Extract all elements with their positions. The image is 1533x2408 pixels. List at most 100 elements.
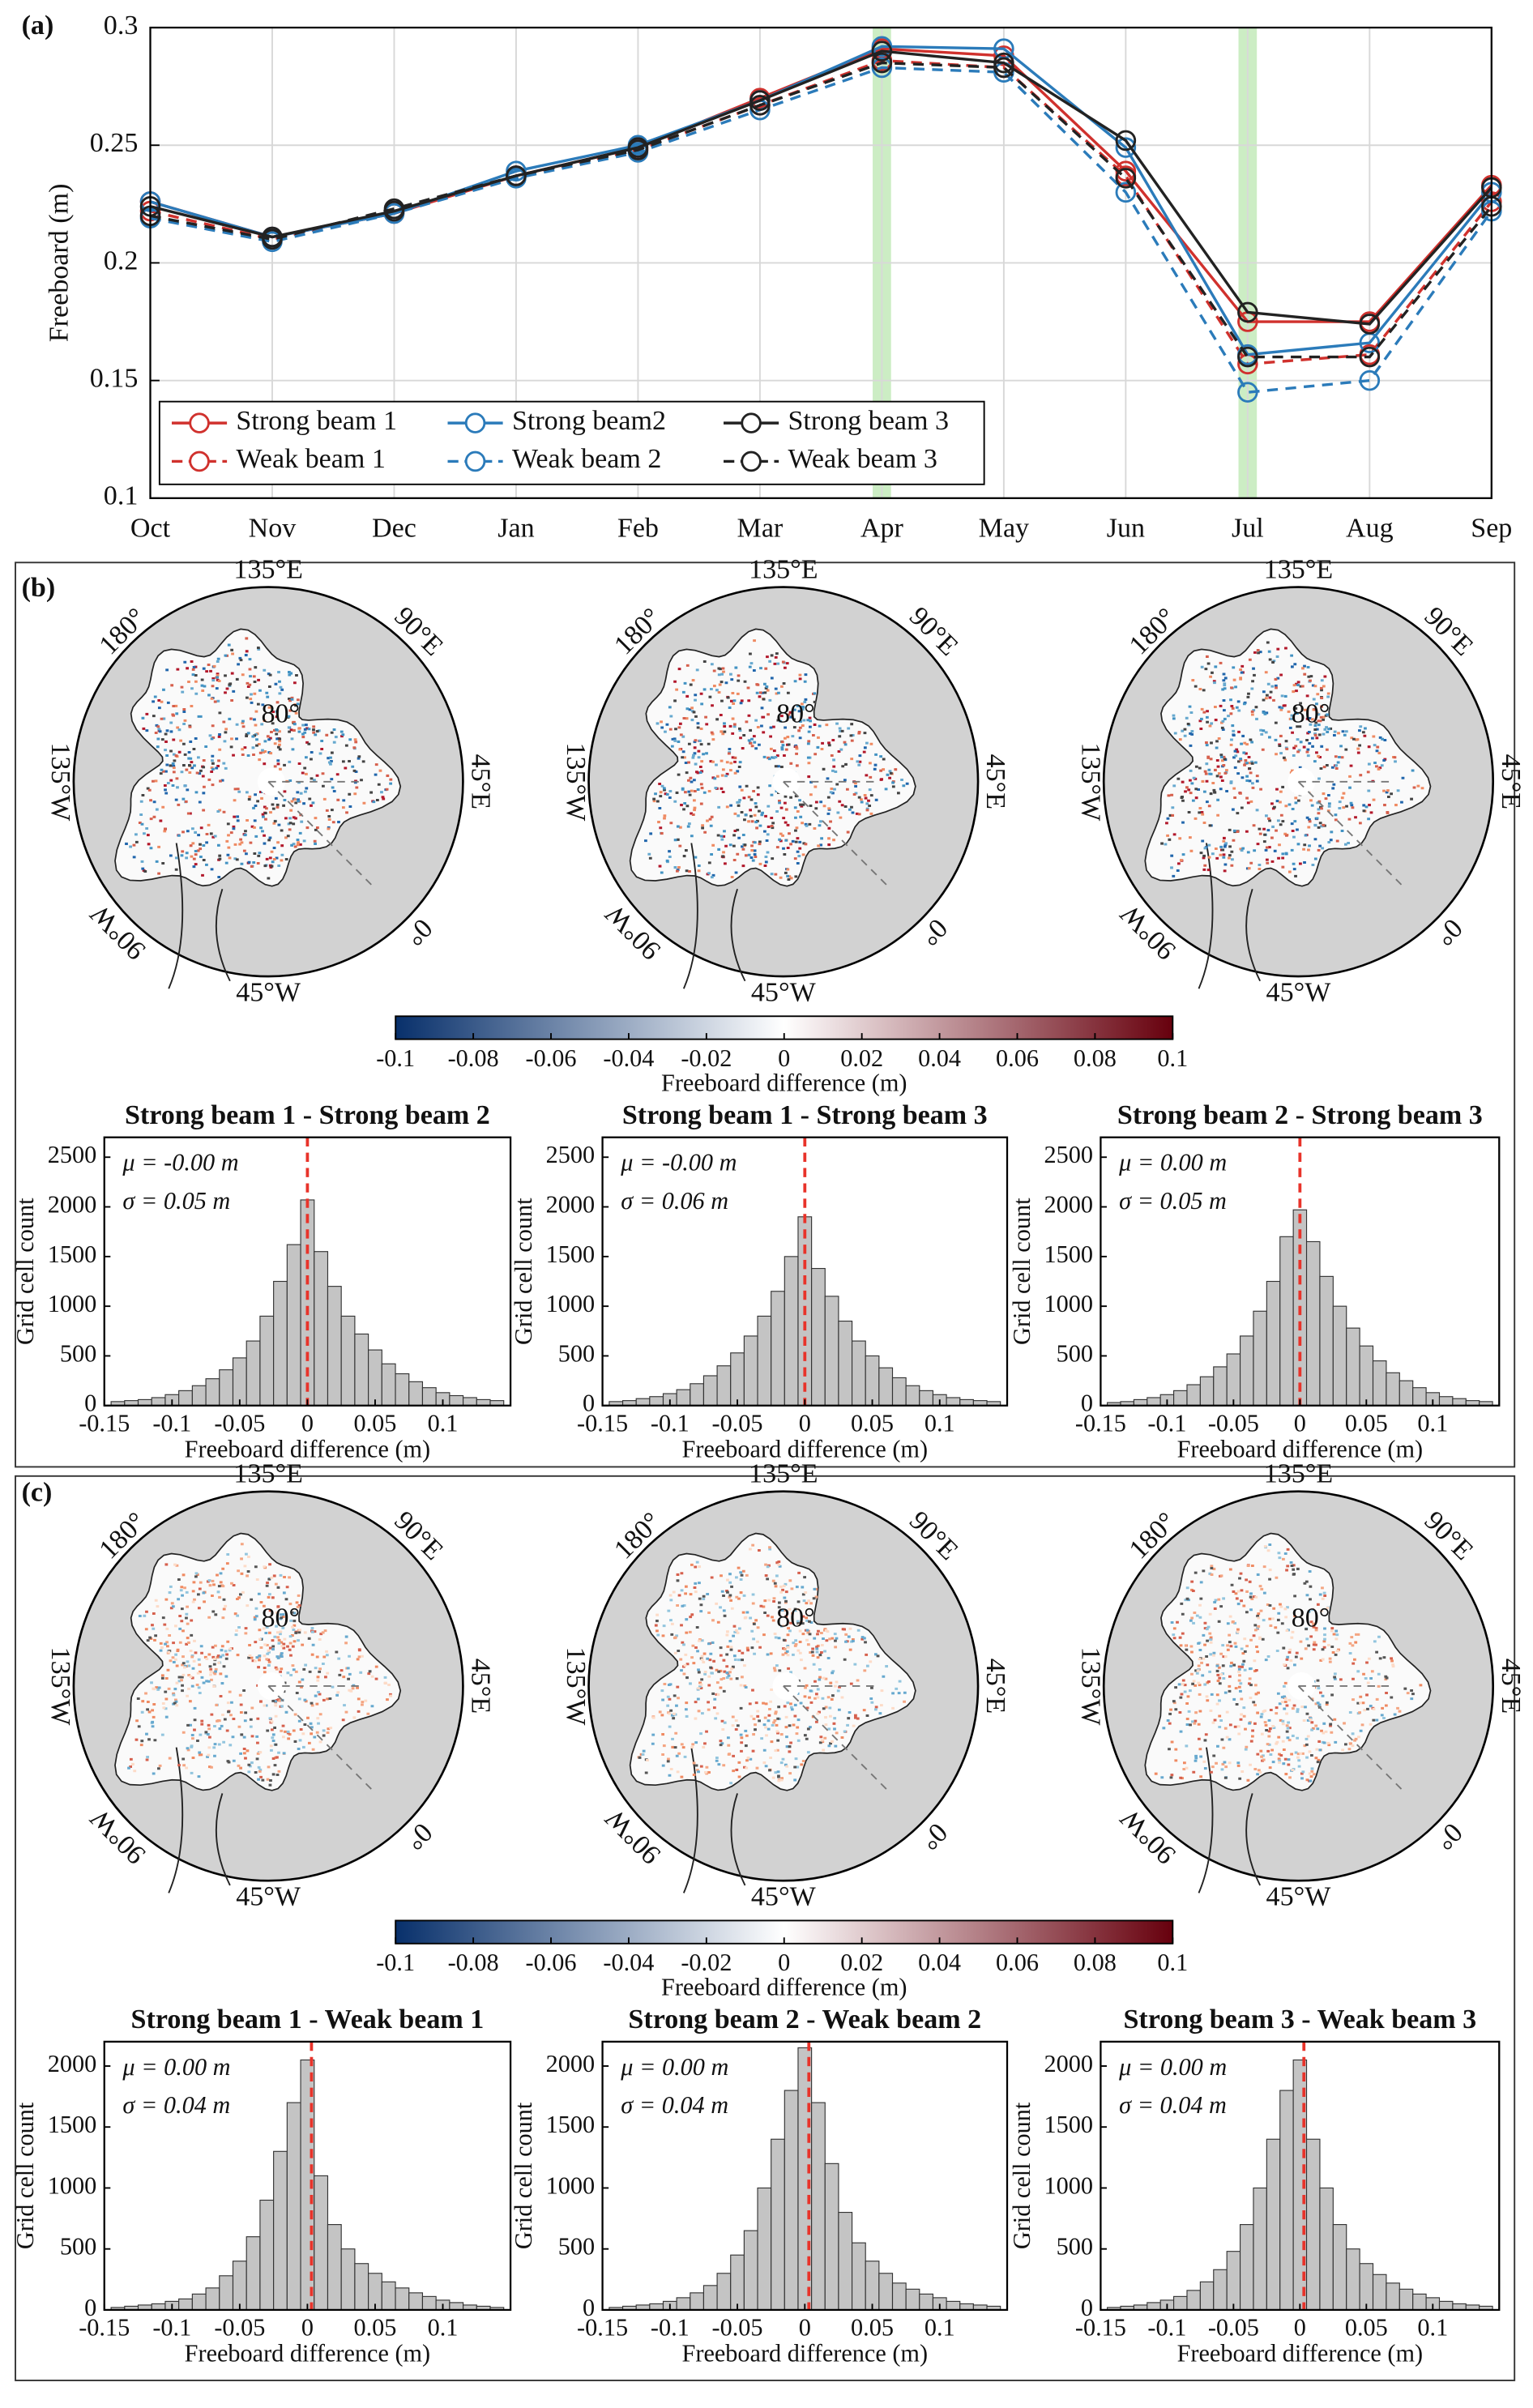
y-axis-label: Grid cell count	[1008, 1198, 1036, 1345]
y-tick-label: 1000	[546, 1290, 596, 1317]
hist-bar	[1239, 1335, 1254, 1407]
hist-bar	[865, 1355, 880, 1407]
annotation: σ = 0.05 m	[122, 1187, 230, 1215]
hist-bar	[851, 2242, 866, 2311]
panel-label: (a)	[22, 11, 54, 41]
hist-bar	[811, 2102, 826, 2311]
hist-bar	[395, 1373, 410, 1407]
colorbar-tick-label: -0.06	[526, 1949, 577, 1976]
hist-bar	[905, 2288, 920, 2311]
x-tick-label: Aug	[1346, 513, 1394, 543]
annotation: μ = -0.00 m	[620, 1149, 737, 1176]
y-tick-label: 0.3	[104, 11, 139, 41]
colorbar-tick-label: -0.08	[448, 1949, 499, 1976]
hist-bar	[1173, 2295, 1188, 2311]
legend-label: Strong beam 3	[788, 406, 949, 436]
map-label: 135°E	[1264, 554, 1333, 584]
hist-bar	[771, 2138, 785, 2311]
marker	[1237, 382, 1258, 403]
x-tick-label: -0.15	[577, 2313, 628, 2341]
hist-bar	[1319, 1275, 1334, 1407]
x-tick-label: 0	[799, 2313, 811, 2341]
marker	[1115, 168, 1137, 189]
marker	[1359, 369, 1381, 391]
hist-bar	[1372, 1360, 1387, 1407]
hist-bar	[676, 1389, 691, 1407]
hist-bar	[259, 1315, 275, 1407]
x-tick-label: 0.1	[1417, 1409, 1448, 1437]
y-tick-label: 2000	[1044, 2050, 1092, 2077]
hist-bar	[191, 1385, 207, 1407]
map-label: 80°	[1292, 1603, 1330, 1633]
colorbar-tick-label: 0.1	[1157, 1044, 1188, 1072]
hist-bar	[178, 1390, 193, 1407]
hist-bar	[784, 2090, 799, 2311]
hist-bar	[797, 2047, 813, 2311]
hist-bar	[1147, 2302, 1161, 2311]
map-label: 80°	[261, 1603, 300, 1633]
hist-bar	[1266, 1280, 1281, 1407]
y-tick-label: 1500	[1044, 1240, 1092, 1268]
hist-bar	[1239, 2224, 1254, 2311]
hist-bar	[205, 1378, 220, 1407]
map-ocean	[1144, 628, 1432, 887]
x-tick-label: Oct	[130, 513, 171, 543]
map-label: 80°	[1292, 698, 1330, 728]
legend-marker	[189, 450, 210, 472]
map-ocean	[629, 1532, 916, 1791]
x-axis-label: Freeboard difference (m)	[185, 2340, 430, 2367]
hist-bar	[1226, 2251, 1241, 2311]
y-axis-label: Grid cell count	[1008, 2102, 1036, 2249]
colorbar-tick-label: -0.02	[681, 1949, 732, 1976]
legend-label: Weak beam 1	[236, 444, 385, 474]
panel-frame	[15, 561, 1516, 1468]
plot-frame	[601, 2040, 1009, 2312]
hist-bar	[838, 2211, 853, 2311]
x-tick-label: Dec	[372, 513, 416, 543]
colorbar-tick-label: 0.04	[918, 1044, 961, 1072]
hist-bar	[327, 1286, 342, 1407]
map-label: 45°W	[236, 1882, 301, 1912]
hist-bar	[273, 1280, 288, 1407]
x-tick-label: 0	[301, 2313, 314, 2341]
marker	[871, 41, 893, 62]
y-tick-label: 0	[583, 2294, 595, 2321]
marker	[1237, 346, 1258, 368]
x-tick-label: 0.05	[1345, 1409, 1388, 1437]
plot-frame	[1100, 1136, 1501, 1407]
x-tick-label: 0.1	[1417, 2313, 1448, 2341]
colorbar-tick-label: 0.02	[840, 1949, 883, 1976]
hist-bar	[368, 1349, 382, 1407]
x-tick-label: Jul	[1232, 513, 1264, 543]
y-tick-label: 1500	[546, 1240, 596, 1268]
colorbar-tick-label: -0.06	[526, 1044, 577, 1072]
hist-bar	[1305, 1240, 1321, 1407]
hist-bar	[246, 1340, 261, 1407]
hist-bar	[232, 1357, 247, 1407]
marker	[871, 52, 893, 74]
legend-label: Strong beam 1	[236, 406, 397, 436]
y-tick-label: 0.2	[104, 245, 139, 275]
hist-bar	[463, 1397, 477, 1407]
map-label: 45°E	[980, 754, 1010, 809]
y-tick-label: 1000	[546, 2171, 596, 2199]
marker	[1359, 314, 1381, 335]
hist-bar	[702, 1375, 718, 1407]
map-label: 80°	[776, 1603, 815, 1633]
colorbar-label: Freeboard difference (m)	[661, 1973, 907, 2000]
annotation: σ = 0.04 m	[122, 2091, 230, 2119]
x-tick-label: May	[979, 513, 1029, 543]
map-label: 45°E	[466, 1659, 496, 1714]
x-tick-label: -0.05	[1208, 2313, 1259, 2341]
marker	[262, 228, 283, 250]
y-axis-label: Grid cell count	[510, 2102, 537, 2249]
x-axis-label: Freeboard difference (m)	[682, 2340, 928, 2367]
y-axis-label: Freeboard (m)	[45, 184, 75, 343]
hist-bar	[919, 1390, 934, 1407]
map-label: 45°E	[1496, 754, 1526, 809]
hist-bar	[946, 2300, 961, 2311]
